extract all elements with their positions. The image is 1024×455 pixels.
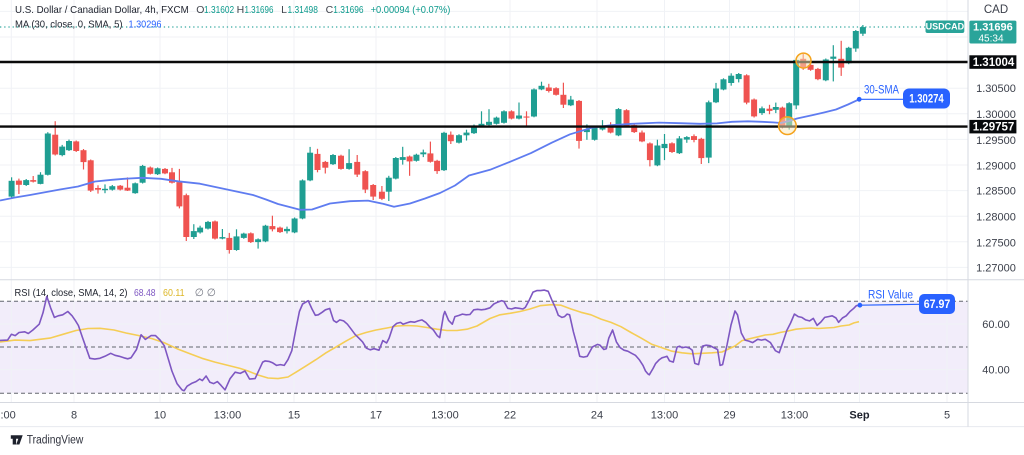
svg-text:13:00: 13:00	[781, 410, 809, 422]
svg-text:10: 10	[154, 410, 166, 422]
svg-text:17: 17	[370, 410, 382, 422]
svg-text:1.31696: 1.31696	[973, 21, 1013, 33]
svg-text:L: L	[281, 4, 287, 16]
svg-text:40.00: 40.00	[982, 365, 1010, 377]
svg-text:15: 15	[288, 410, 300, 422]
svg-text:O: O	[196, 4, 204, 16]
svg-text:1.30000: 1.30000	[976, 109, 1016, 121]
svg-text:29: 29	[723, 410, 735, 422]
svg-text:1.29000: 1.29000	[976, 160, 1016, 172]
svg-text:CAD: CAD	[984, 4, 1008, 16]
svg-text:1.31696: 1.31696	[245, 4, 274, 16]
svg-text:13:00: 13:00	[0, 410, 16, 422]
svg-text:RSI (14, close, SMA, 14, 2): RSI (14, close, SMA, 14, 2)	[15, 287, 128, 299]
svg-text:30-SMA: 30-SMA	[864, 85, 899, 97]
svg-text:13:00: 13:00	[431, 410, 459, 422]
svg-text:1.27500: 1.27500	[976, 237, 1016, 249]
svg-text:MA (30, close, 0, SMA, 5): MA (30, close, 0, SMA, 5)	[15, 19, 123, 31]
svg-text:1.31602: 1.31602	[204, 4, 234, 16]
svg-text:H: H	[237, 4, 245, 16]
svg-text:1.31696: 1.31696	[333, 4, 363, 16]
svg-text:68.48: 68.48	[134, 287, 156, 299]
svg-text:1.30274: 1.30274	[909, 94, 944, 106]
svg-text:USDCAD: USDCAD	[926, 22, 965, 32]
svg-text:8: 8	[71, 410, 77, 422]
svg-text:Sep: Sep	[849, 410, 869, 422]
svg-text:1.31498: 1.31498	[288, 4, 319, 16]
svg-text:67.97: 67.97	[924, 299, 951, 311]
svg-text:TradingView: TradingView	[27, 435, 84, 447]
svg-text:+0.00094 (+0.07%): +0.00094 (+0.07%)	[371, 4, 451, 16]
svg-text:∅ ∅: ∅ ∅	[195, 287, 216, 299]
svg-text:24: 24	[591, 410, 603, 422]
svg-text:60.00: 60.00	[982, 319, 1010, 331]
svg-text:1.28500: 1.28500	[976, 186, 1016, 198]
svg-text:1.29500: 1.29500	[976, 135, 1016, 147]
svg-text:22: 22	[504, 410, 516, 422]
svg-text:U.S. Dollar / Canadian Dollar,: U.S. Dollar / Canadian Dollar, 4h, FXCM	[15, 4, 189, 16]
svg-text:45:34: 45:34	[978, 33, 1003, 44]
svg-text:1.29757: 1.29757	[973, 122, 1015, 134]
svg-text:1.31004: 1.31004	[973, 57, 1015, 69]
svg-text:13:00: 13:00	[651, 410, 679, 422]
svg-text:C: C	[326, 4, 334, 16]
svg-text:60.11: 60.11	[163, 287, 185, 299]
svg-text:1.28000: 1.28000	[976, 211, 1016, 223]
svg-text:1.30500: 1.30500	[976, 83, 1016, 95]
svg-text:13:00: 13:00	[214, 410, 242, 422]
svg-text:5: 5	[944, 410, 950, 422]
svg-text:1.30296: 1.30296	[129, 19, 162, 31]
svg-text:1.27000: 1.27000	[976, 262, 1016, 274]
svg-text:RSI Value: RSI Value	[868, 290, 913, 302]
